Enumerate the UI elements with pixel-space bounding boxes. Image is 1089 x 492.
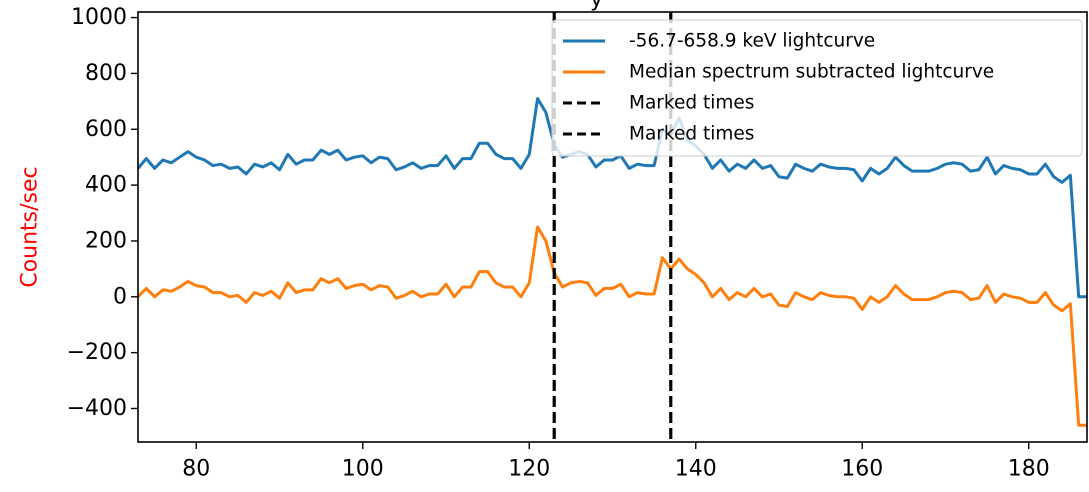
legend-entry-series-2: Median spectrum subtracted lightcurve	[629, 62, 994, 83]
x-tick-label: 140	[675, 457, 717, 482]
x-tick-label: 160	[841, 457, 883, 482]
legend-entry-marked-1: Marked times	[629, 93, 754, 114]
x-tick-label: 120	[508, 457, 550, 482]
x-tick-label: 100	[342, 457, 384, 482]
x-tick-label: 80	[182, 457, 210, 482]
y-tick-label: −400	[67, 396, 127, 421]
y-axis-label: Counts/sec	[18, 166, 43, 287]
legend-entry-series-1: -56.7-658.9 keV lightcurve	[629, 31, 875, 52]
legend: -56.7-658.9 keV lightcurve Median spectr…	[551, 19, 1083, 157]
x-tick-label: 180	[1008, 457, 1050, 482]
legend-entry-marked-2: Marked times	[629, 124, 754, 145]
series-line-2	[136, 225, 1087, 427]
axes-frame	[137, 11, 1088, 443]
y-tick-label: 1000	[71, 5, 127, 30]
y-tick-label: 800	[85, 61, 127, 86]
y-tick-label: 600	[85, 117, 127, 142]
legend-box	[551, 19, 1083, 157]
y-tick-label: 0	[113, 284, 127, 309]
chart-title-fragment: y	[590, 0, 603, 12]
y-tick-label: −200	[67, 340, 127, 365]
y-tick-label: 400	[85, 173, 127, 198]
series-line-1	[136, 97, 1087, 299]
y-tick-label: 200	[85, 228, 127, 253]
